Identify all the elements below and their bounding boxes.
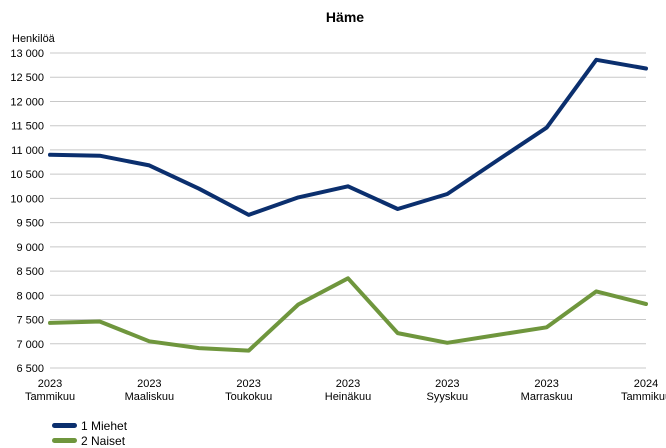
- y-tick-label: 10 500: [10, 169, 44, 181]
- legend-swatch-miehet: [52, 423, 77, 428]
- y-tick-label: 6 500: [16, 363, 44, 375]
- chart-title: Häme: [326, 9, 364, 25]
- y-tick-label: 11 500: [11, 121, 44, 133]
- y-tick-label: 7 500: [16, 315, 44, 327]
- y-tick-label: 9 500: [16, 218, 44, 230]
- series-lines: [48, 57, 648, 353]
- x-tick-year: 2023: [435, 378, 459, 390]
- y-axis-ticks: 6 500 7 000 7 500 8 000 8 500 9 000 9 500 10 00…: [10, 48, 44, 375]
- x-tick-year: 2023: [137, 378, 161, 390]
- series-line-naiset: [48, 276, 648, 353]
- legend-swatch-naiset: [52, 438, 77, 443]
- x-tick-month: Maaliskuu: [125, 391, 175, 403]
- x-tick-month: Marraskuu: [521, 391, 573, 403]
- x-axis-ticks: 2023Tammikuu2023Maaliskuu2023Toukokuu202…: [25, 378, 666, 403]
- y-tick-label: 11 000: [11, 145, 44, 157]
- legend-label-naiset: 2 Naiset: [81, 433, 126, 448]
- x-tick-year: 2023: [336, 378, 360, 390]
- legend: 1 Miehet 2 Naiset: [52, 418, 127, 448]
- y-tick-label: 9 000: [16, 242, 44, 254]
- y-tick-label: 13 000: [10, 48, 44, 60]
- y-tick-label: 10 000: [10, 193, 44, 205]
- x-tick-month: Tammikuu: [621, 391, 666, 403]
- y-tick-label: 12 000: [10, 96, 44, 108]
- x-tick-month: Syyskuu: [427, 391, 469, 403]
- x-tick-year: 2023: [38, 378, 62, 390]
- line-chart: Häme Henkilöä 6 500 7 000 7 500 8 000 8 500 9…: [10, 9, 666, 403]
- x-tick-year: 2024: [634, 378, 658, 390]
- y-tick-label: 8 000: [16, 290, 44, 302]
- legend-item-naiset: 2 Naiset: [52, 433, 127, 448]
- x-tick-month: Heinäkuu: [325, 391, 371, 403]
- y-tick-label: 7 000: [16, 339, 44, 351]
- gridlines: [50, 52, 646, 369]
- x-tick-year: 2023: [236, 378, 260, 390]
- y-tick-label: 8 500: [16, 266, 44, 278]
- x-tick-month: Toukokuu: [225, 391, 272, 403]
- legend-label-miehet: 1 Miehet: [81, 418, 128, 433]
- legend-item-miehet: 1 Miehet: [52, 418, 127, 433]
- x-tick-year: 2023: [534, 378, 558, 390]
- x-tick-month: Tammikuu: [25, 391, 75, 403]
- y-tick-label: 12 500: [10, 72, 44, 84]
- y-axis-label: Henkilöä: [12, 33, 56, 45]
- series-line-miehet: [48, 57, 648, 217]
